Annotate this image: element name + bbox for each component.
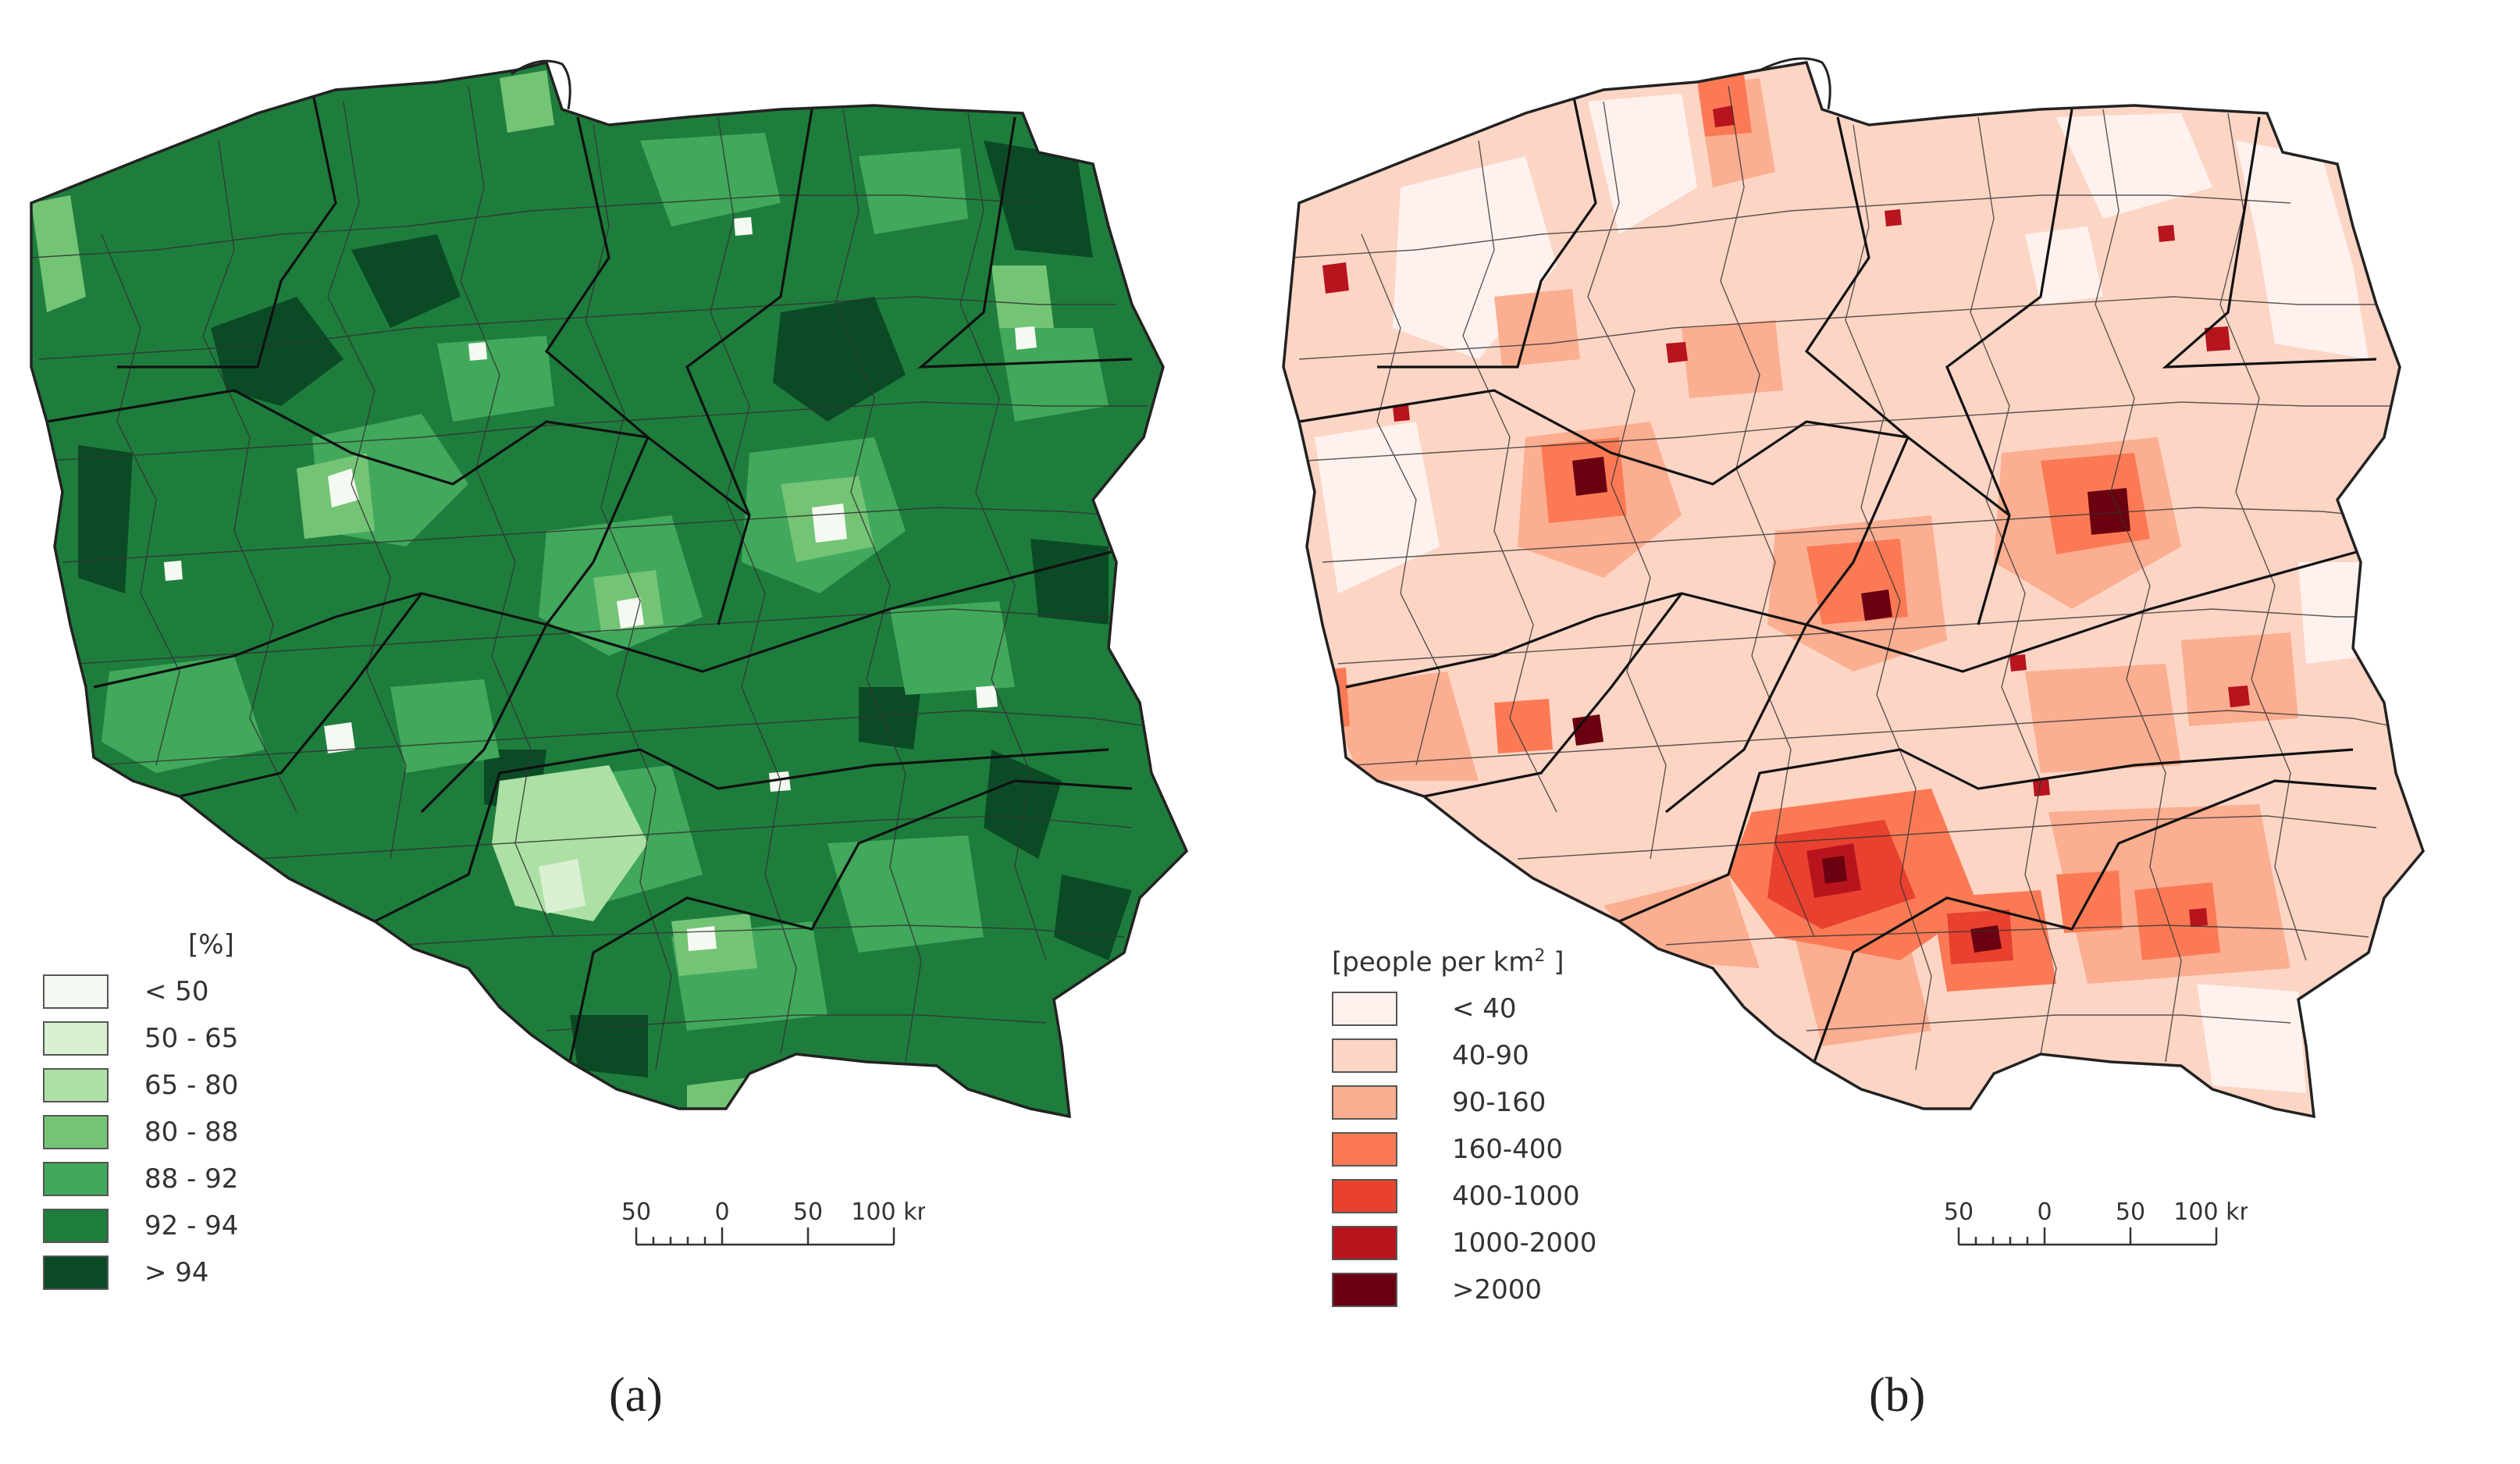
- legend-label: 50 - 65: [144, 1023, 239, 1054]
- legend-swatch: [43, 1256, 109, 1290]
- legend-item: 1000-2000: [1332, 1220, 1628, 1266]
- scale-label: 100 km: [851, 1199, 925, 1226]
- legend-swatch: [1332, 1273, 1397, 1308]
- legend-label: >2000: [1452, 1274, 1543, 1306]
- legend-swatch: [43, 1021, 109, 1056]
- legend-label: 90-160: [1452, 1087, 1547, 1119]
- scale-label: 50: [793, 1199, 823, 1226]
- scale-bar-b: 50 0 50 100 km: [1944, 1199, 2248, 1246]
- map-panel-b: [people per km2 ] < 40 40-90 90-160 160-…: [1260, 0, 2520, 1464]
- legend-item: 160-400: [1332, 1126, 1628, 1173]
- legend-item: 80 - 88: [43, 1109, 277, 1156]
- legend-title-end: ]: [1545, 946, 1564, 978]
- legend-swatch: [1332, 1179, 1397, 1214]
- legend-swatch: [1332, 1085, 1397, 1120]
- legend-swatch: [43, 1209, 109, 1243]
- legend-label: 1000-2000: [1452, 1227, 1597, 1259]
- scale-label: 100 km: [2173, 1199, 2248, 1226]
- legend-title-a: [%]: [188, 929, 234, 960]
- legend-item: 90-160: [1332, 1079, 1628, 1126]
- map-a-poland-choropleth: [30, 59, 1188, 1118]
- legend-item: 400-1000: [1332, 1173, 1628, 1220]
- map-b-poland-choropleth: [1282, 57, 2425, 1118]
- legend-label: 65 - 80: [144, 1070, 239, 1101]
- legend-label: 92 - 94: [144, 1210, 239, 1241]
- legend-item: 88 - 92: [43, 1156, 277, 1202]
- legend-label: 160-400: [1452, 1134, 1564, 1166]
- legend-label: 88 - 92: [144, 1163, 239, 1195]
- legend-item: 40-90: [1332, 1032, 1628, 1079]
- legend-swatch: [43, 1115, 109, 1149]
- legend-label: < 40: [1452, 993, 1517, 1025]
- legend-label: 40-90: [1452, 1040, 1529, 1072]
- legend-item: 65 - 80: [43, 1062, 277, 1109]
- scale-bar-a: 50 0 50 100 km: [621, 1199, 925, 1246]
- legend-label: > 94: [144, 1257, 209, 1288]
- legend-label: < 50: [144, 976, 209, 1007]
- legend-item: < 40: [1332, 985, 1628, 1032]
- legend-swatch: [1332, 1038, 1397, 1074]
- scale-label: 0: [2037, 1199, 2052, 1226]
- legend-swatch: [1332, 992, 1397, 1027]
- legend-swatch: [43, 1162, 109, 1196]
- legend-title-superscript: 2: [1534, 946, 1546, 966]
- scale-ruler: [635, 1227, 895, 1246]
- legend-swatch: [1332, 1132, 1397, 1167]
- panel-caption-a: (a): [609, 1369, 663, 1422]
- legend-item: > 94: [43, 1249, 277, 1296]
- legend-item: >2000: [1332, 1266, 1628, 1313]
- panel-caption-b: (b): [1869, 1369, 1926, 1422]
- legend-swatch: [43, 974, 109, 1009]
- legend-title-b: [people per km2 ]: [1332, 946, 1628, 978]
- legend-swatch: [1332, 1226, 1397, 1261]
- legend-label: 80 - 88: [144, 1117, 239, 1148]
- scale-label: 50: [2116, 1199, 2145, 1226]
- legend-label: 400-1000: [1452, 1181, 1580, 1213]
- scale-label: 0: [714, 1199, 729, 1226]
- legend-item: 50 - 65: [43, 1015, 277, 1062]
- legend-item: 92 - 94: [43, 1202, 277, 1249]
- scale-ruler: [1957, 1227, 2218, 1246]
- map-panel-a: [%] < 50 50 - 65 65 - 80 80 - 88 88 - 92…: [30, 59, 1188, 1422]
- legend-item: < 50: [43, 968, 277, 1015]
- scale-label: 50: [621, 1199, 651, 1226]
- legend-b: [people per km2 ] < 40 40-90 90-160 160-…: [1332, 946, 1628, 1313]
- legend-a: [%] < 50 50 - 65 65 - 80 80 - 88 88 - 92…: [43, 929, 277, 1296]
- legend-title-text: [people per km: [1332, 946, 1535, 978]
- scale-label: 50: [1944, 1199, 1974, 1226]
- legend-swatch: [43, 1068, 109, 1102]
